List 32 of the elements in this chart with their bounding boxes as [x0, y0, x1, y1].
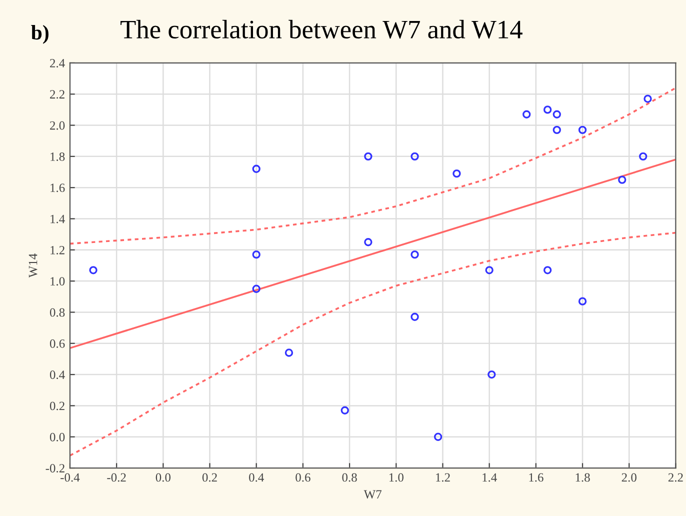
x-tick-label: 0.4	[249, 473, 264, 482]
chart-title: The correlation between W7 and W14	[120, 20, 522, 39]
y-tick-label: 0.2	[50, 402, 64, 410]
y-tick-label: 0.6	[50, 339, 65, 348]
text: b)	[31, 24, 48, 44]
x-tick-label: 0.8	[342, 473, 357, 482]
y-tick-label: 2.0	[50, 121, 65, 130]
x-tick-label: 2.0	[622, 473, 636, 482]
y-tick-label: 1.4	[50, 214, 65, 224]
y-axis-title: W14	[28, 254, 38, 278]
y-tick-label: 1.8	[50, 152, 65, 161]
x-tick-label: -0.4	[60, 473, 80, 482]
x-tick-label: 1.4	[482, 473, 497, 482]
x-tick-label: 1.8	[576, 473, 590, 482]
y-tick-label: 2.4	[50, 59, 65, 68]
x-tick-label: 0.2	[202, 473, 217, 482]
x-tick-label: 0.0	[156, 473, 170, 482]
x-tick-label: 2.2	[668, 473, 683, 482]
x-tick-label: -0.2	[107, 473, 126, 482]
x-tick-label: 1.2	[436, 473, 450, 482]
y-tick-label: 1.6	[50, 184, 65, 192]
x-tick-label: 1.6	[529, 473, 544, 482]
y-tick-label: 1.2	[50, 246, 64, 254]
y-tick-label: 0.4	[50, 370, 65, 380]
y-tick-label: 1.0	[50, 277, 65, 286]
x-tick-label: 0.6	[296, 473, 310, 482]
y-tick-label: -0.2	[46, 464, 64, 473]
y-tick-label: 0.8	[50, 308, 65, 317]
y-tick-label: 0.0	[50, 432, 65, 442]
x-tick-label: 1.0	[389, 473, 404, 482]
x-axis-title: W7	[364, 490, 382, 499]
y-tick-label: 2.2	[50, 90, 64, 99]
